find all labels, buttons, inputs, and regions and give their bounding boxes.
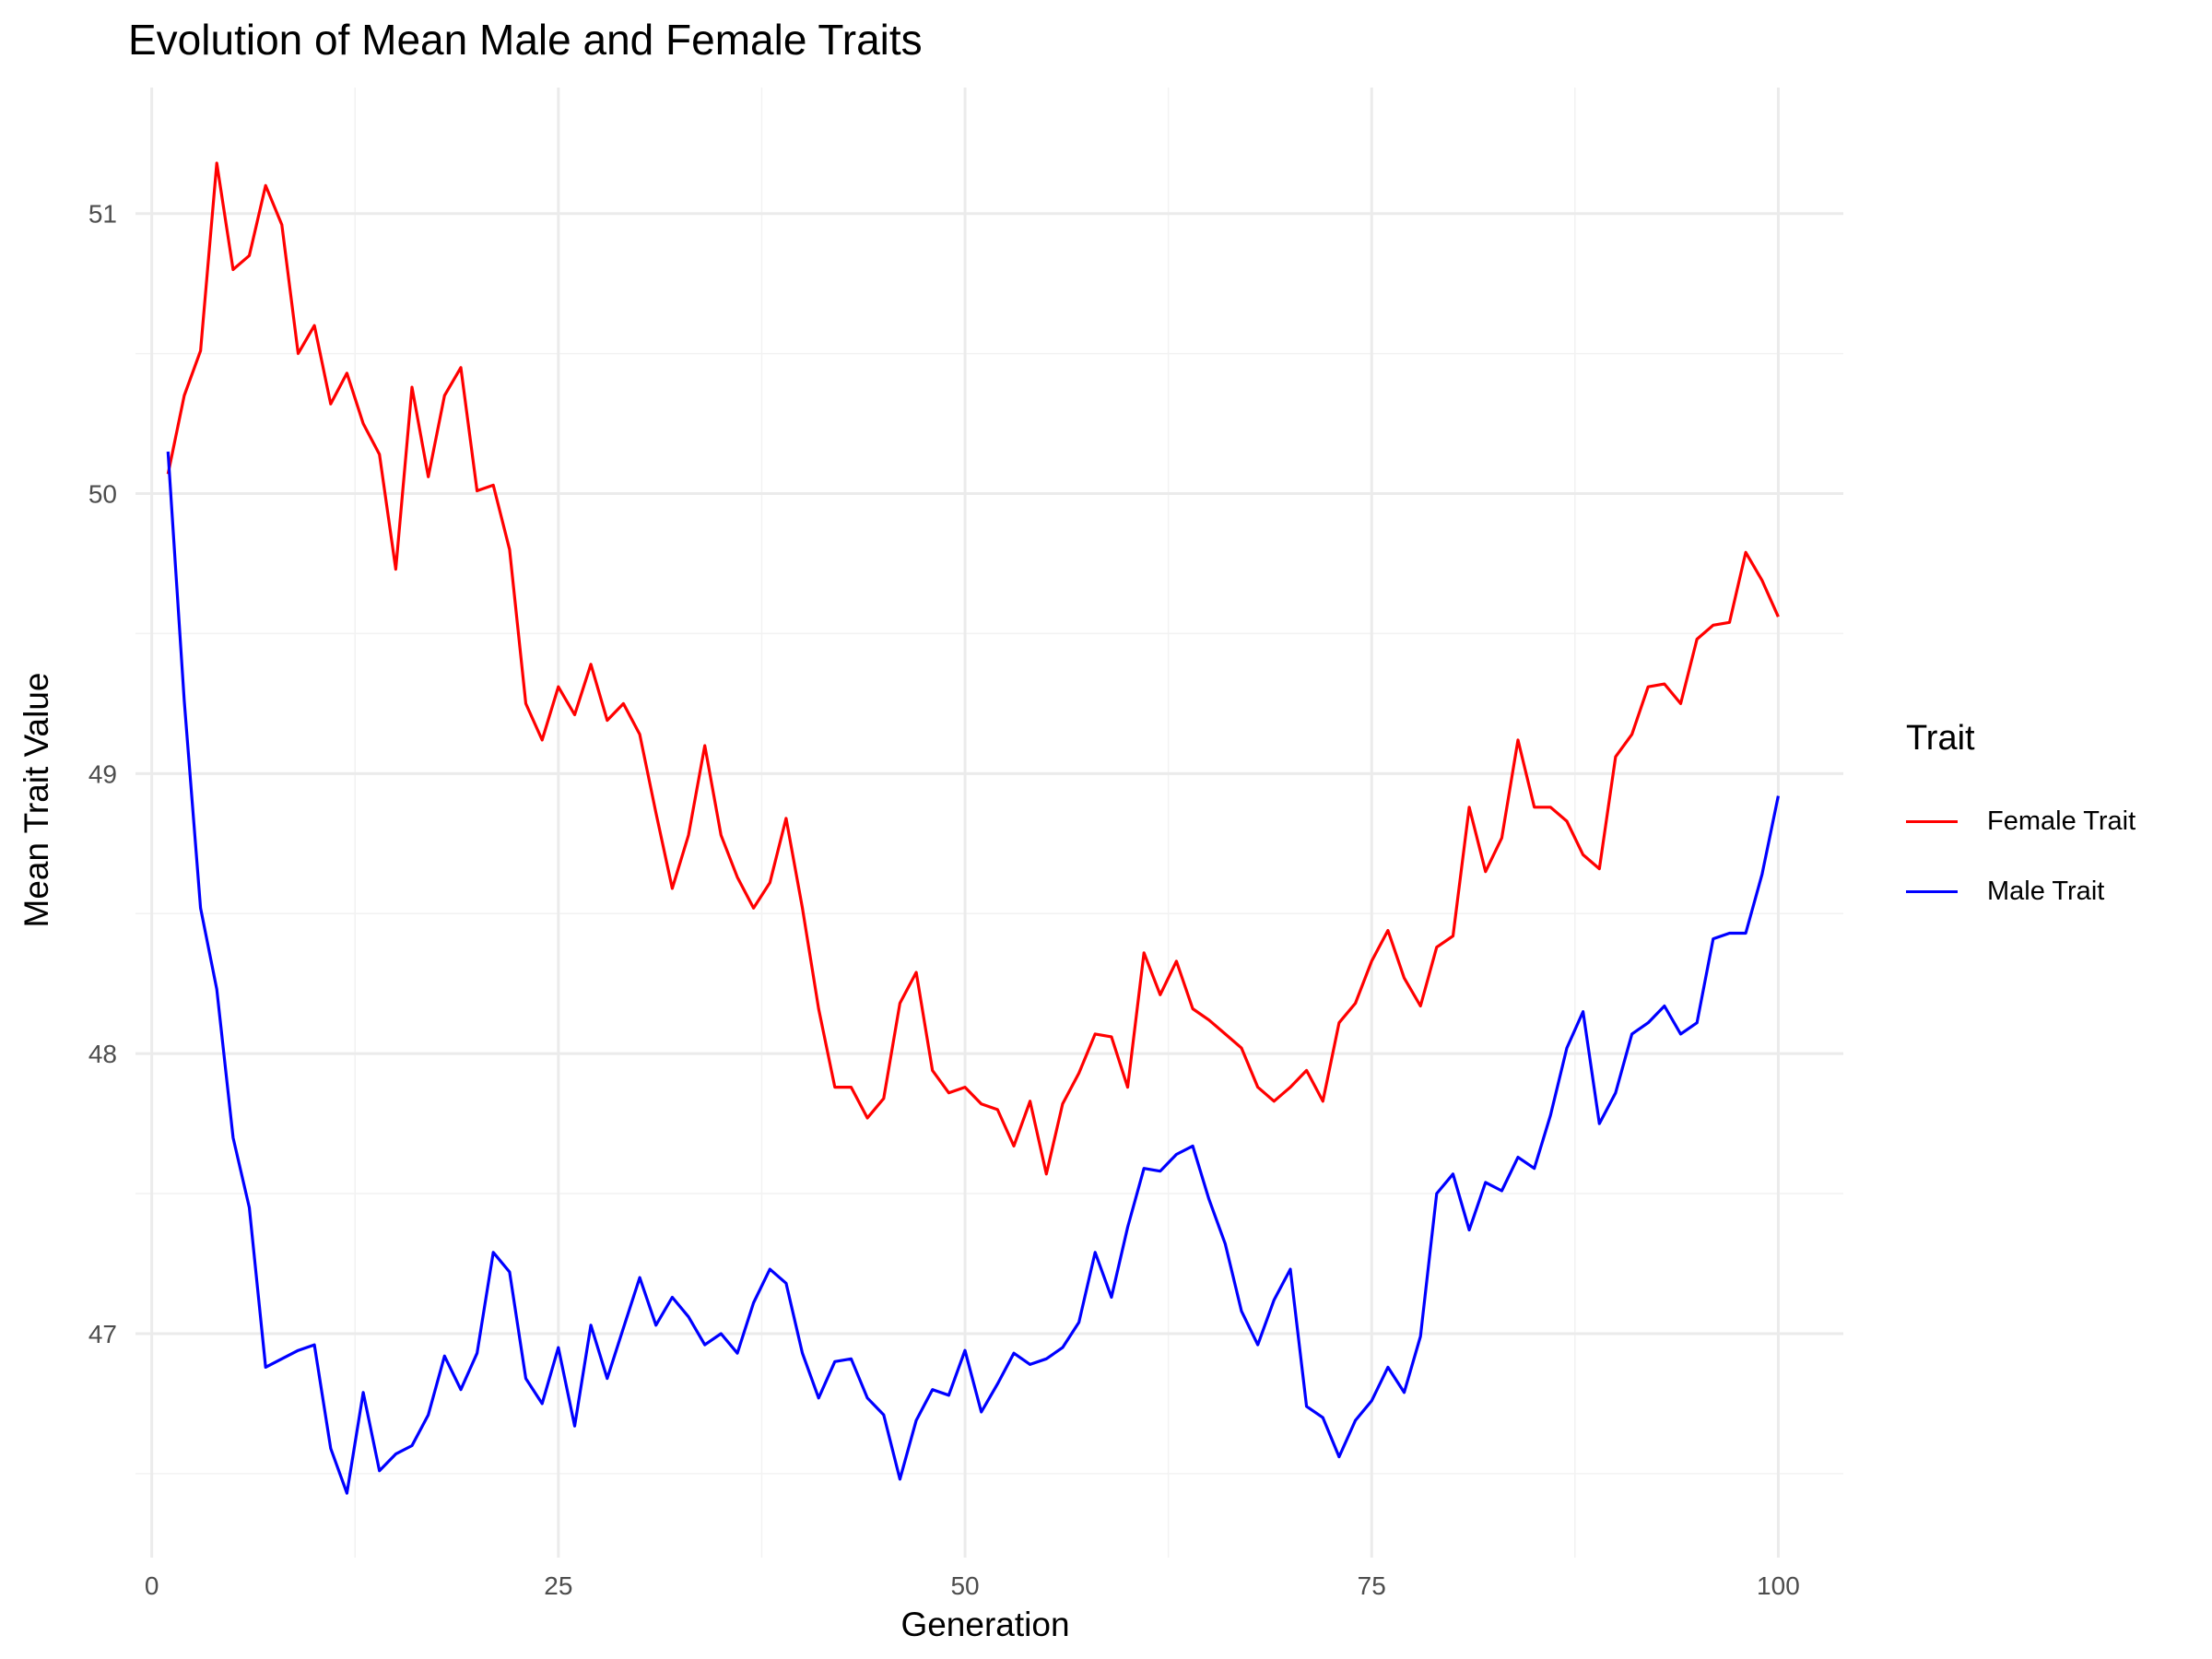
x-axis-title: Generation	[900, 1606, 1069, 1643]
y-tick-label: 47	[88, 1320, 117, 1348]
x-tick-label: 50	[950, 1571, 979, 1600]
legend-item: Male Trait	[1906, 856, 2136, 926]
y-tick-label: 50	[88, 480, 117, 509]
y-tick-labels: 47 48 49 50 51	[88, 200, 117, 1348]
legend-key	[1906, 819, 1958, 823]
series-line-male-trait	[166, 451, 1780, 1495]
y-tick-label: 48	[88, 1040, 117, 1068]
y-tick-label: 49	[88, 759, 117, 788]
y-axis-title: Mean Trait Value	[18, 673, 55, 928]
series-line-female-trait	[166, 161, 1780, 1176]
legend: Trait Female Trait Male Trait	[1906, 719, 2136, 926]
series-lines	[166, 161, 1780, 1495]
x-tick-label: 100	[1757, 1571, 1800, 1600]
x-tick-label: 25	[544, 1571, 572, 1600]
legend-key	[1906, 889, 1958, 893]
x-tick-labels: 0 25 50 75 100	[145, 1571, 1800, 1600]
legend-items: Female Trait Male Trait	[1906, 786, 2136, 926]
x-tick-label: 0	[145, 1571, 159, 1600]
major-gridlines	[135, 88, 1843, 1558]
legend-label: Male Trait	[1987, 876, 2105, 906]
y-tick-label: 51	[88, 200, 117, 229]
legend-label: Female Trait	[1987, 806, 2136, 836]
x-tick-label: 75	[1358, 1571, 1386, 1600]
minor-gridlines	[135, 88, 1843, 1558]
chart-title: Evolution of Mean Male and Female Traits	[128, 16, 923, 64]
legend-title: Trait	[1906, 719, 1975, 758]
legend-item: Female Trait	[1906, 786, 2136, 856]
